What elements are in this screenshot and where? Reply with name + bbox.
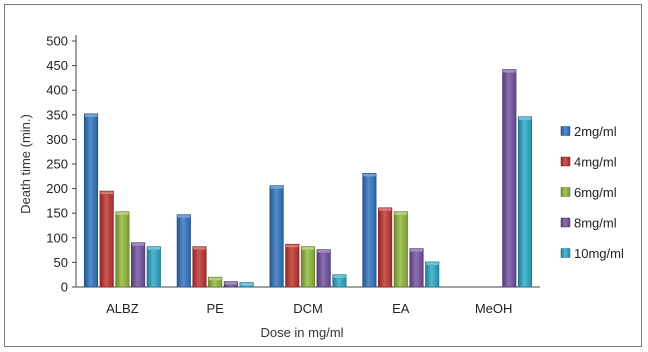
y-tick-label: 350 — [46, 107, 68, 122]
bar-top-highlight — [224, 282, 238, 285]
x-tick-label: DCM — [293, 301, 323, 316]
y-tick-label: 150 — [46, 206, 68, 221]
y-tick-label: 300 — [46, 132, 68, 147]
bar-top-highlight — [84, 114, 98, 117]
bar — [269, 185, 284, 288]
legend-label: 8mg/ml — [574, 216, 617, 231]
bar-top-highlight — [147, 247, 161, 250]
bar — [409, 248, 424, 288]
x-tick-label: ALBZ — [106, 301, 139, 316]
bar — [362, 173, 377, 288]
bar — [83, 113, 99, 288]
x-tick-label: MeOH — [475, 301, 513, 316]
bar — [300, 246, 316, 288]
bar — [208, 276, 223, 288]
y-axis-title: Death time (min.) — [18, 114, 33, 214]
bar-top-highlight — [363, 173, 376, 177]
bars — [83, 69, 533, 288]
y-tick-label: 0 — [61, 280, 68, 295]
y-tick-label: 200 — [46, 181, 68, 196]
legend-swatch — [560, 248, 571, 258]
bar-top-highlight — [317, 250, 330, 253]
bar — [517, 116, 533, 288]
x-axis-title: Dose in mg/ml — [260, 325, 343, 340]
chart-frame — [4, 4, 642, 347]
bar-top-highlight — [177, 215, 191, 218]
bar-top-highlight — [240, 283, 253, 286]
bar-top-highlight — [503, 70, 516, 73]
bar-top-highlight — [193, 247, 206, 250]
legend-label: 6mg/ml — [574, 185, 617, 200]
bar — [146, 246, 161, 288]
bar-top-highlight — [116, 212, 129, 215]
y-tick-label: 100 — [46, 230, 68, 245]
y-tick-label: 400 — [46, 83, 68, 98]
legend-label: 10mg/ml — [574, 246, 624, 261]
legend-swatch — [560, 156, 571, 167]
bar-top-highlight — [286, 244, 299, 248]
bar-top-highlight — [410, 249, 423, 252]
bar — [393, 211, 408, 288]
bar-top-highlight — [333, 275, 346, 278]
legend-label: 4mg/ml — [574, 155, 617, 170]
y-tick-label: 450 — [46, 58, 68, 73]
bar-top-highlight — [131, 243, 145, 246]
legend-swatch — [560, 217, 571, 228]
bar — [378, 207, 393, 288]
bar — [131, 242, 146, 288]
y-tick-label: 50 — [54, 255, 68, 270]
x-axis: ALBZ PE DCM EA MeOH — [76, 286, 540, 316]
legend-swatch — [560, 126, 571, 136]
y-tick-label: 500 — [46, 34, 68, 49]
y-axis: 0 50 100 150 200 250 300 350 400 450 500 — [46, 34, 77, 295]
bar — [316, 249, 331, 288]
bar-top-highlight — [100, 191, 113, 195]
bar-top-highlight — [378, 208, 392, 211]
bar-top-highlight — [208, 277, 222, 281]
bar — [425, 261, 440, 288]
bar — [285, 243, 300, 288]
x-tick-label: PE — [207, 301, 225, 316]
bar — [176, 214, 191, 288]
bar — [99, 190, 114, 288]
x-tick-label: EA — [392, 301, 410, 316]
bar-top-highlight — [425, 262, 439, 265]
bar-top-highlight — [518, 117, 532, 120]
bar — [502, 69, 517, 288]
legend-swatch — [560, 187, 571, 197]
legend-label: 2mg/ml — [574, 124, 617, 139]
bar-top-highlight — [394, 212, 408, 215]
bar — [332, 274, 347, 288]
bar — [115, 211, 130, 288]
bar-top-highlight — [301, 247, 315, 250]
y-tick-label: 250 — [46, 157, 68, 172]
legend: 2mg/ml 4mg/ml 6mg/ml 8mg/ml 10mg/ml — [560, 124, 624, 261]
bar — [192, 246, 207, 288]
bar-top-highlight — [270, 186, 283, 189]
